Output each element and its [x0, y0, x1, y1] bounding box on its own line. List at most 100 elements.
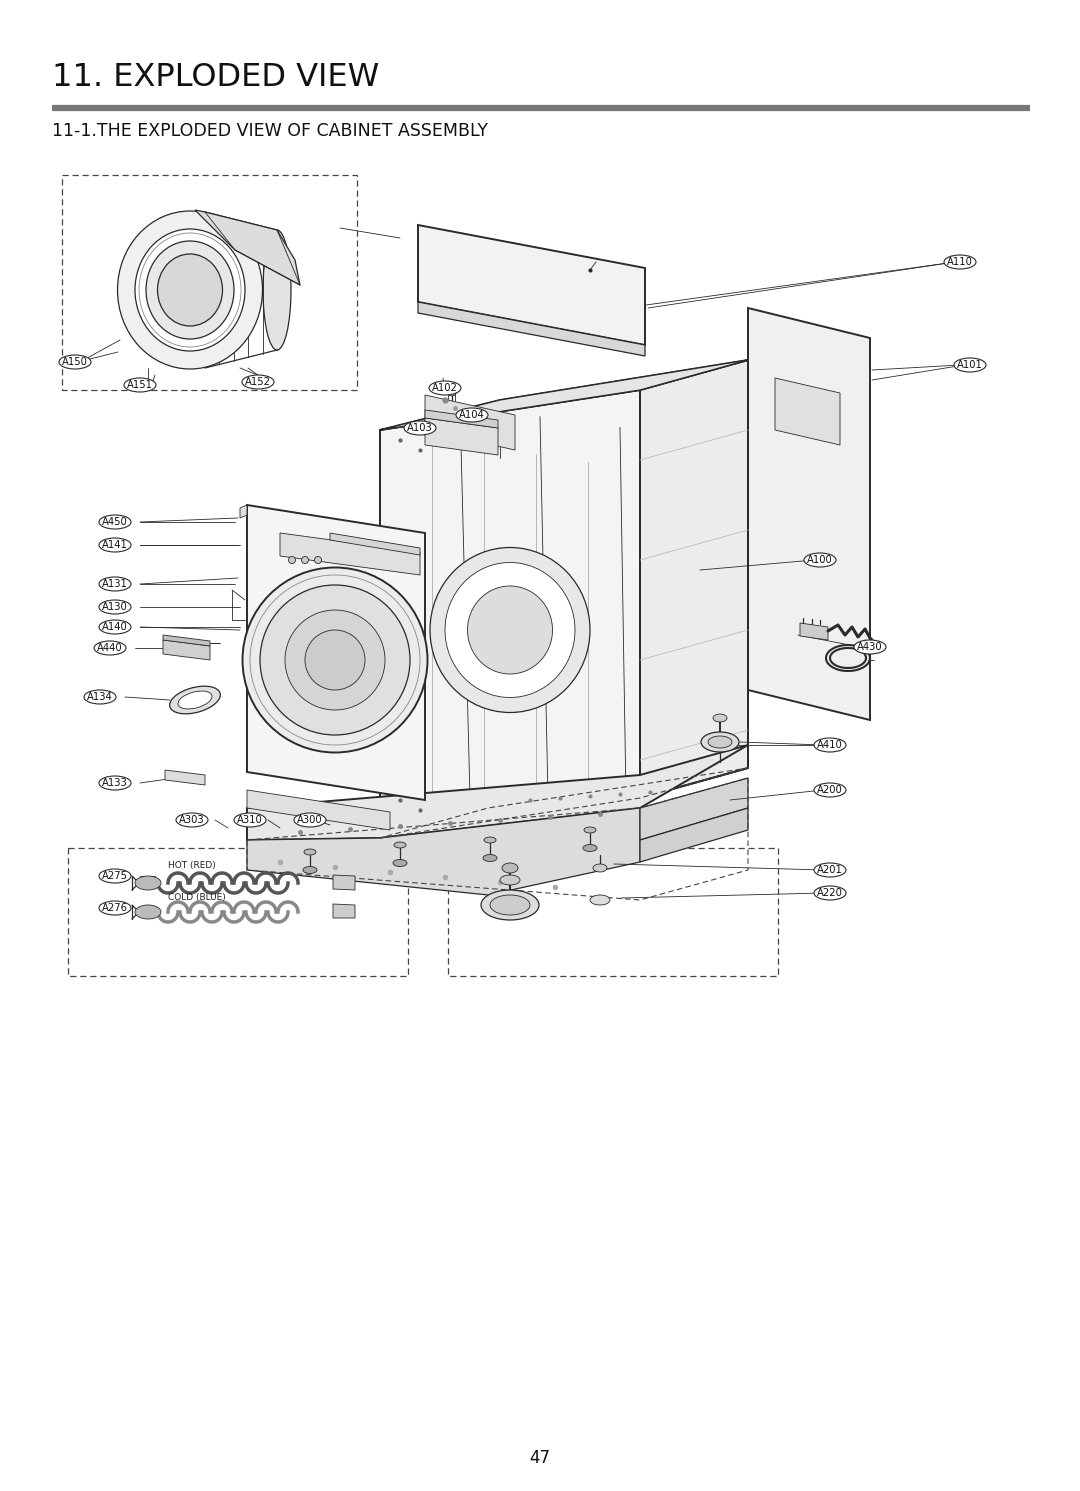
Ellipse shape — [456, 409, 488, 422]
Ellipse shape — [99, 599, 131, 614]
Text: A133: A133 — [103, 778, 127, 789]
Ellipse shape — [99, 901, 131, 915]
Ellipse shape — [146, 242, 234, 338]
Text: A440: A440 — [97, 643, 123, 653]
Ellipse shape — [99, 538, 131, 552]
Ellipse shape — [814, 863, 846, 877]
Text: A100: A100 — [807, 555, 833, 565]
Text: A134: A134 — [87, 692, 113, 702]
Ellipse shape — [135, 877, 161, 890]
Text: A102: A102 — [432, 383, 458, 394]
Ellipse shape — [502, 863, 518, 874]
Polygon shape — [163, 640, 210, 661]
Bar — [448, 848, 778, 977]
Text: 11. EXPLODED VIEW: 11. EXPLODED VIEW — [52, 63, 379, 92]
Text: A300: A300 — [297, 816, 323, 825]
Bar — [62, 174, 357, 391]
Polygon shape — [163, 635, 210, 646]
Text: HOT (RED): HOT (RED) — [168, 860, 216, 871]
Ellipse shape — [243, 568, 428, 753]
Bar — [68, 848, 408, 977]
Polygon shape — [426, 410, 498, 428]
Polygon shape — [748, 309, 870, 720]
Polygon shape — [247, 746, 748, 839]
Ellipse shape — [99, 775, 131, 790]
Ellipse shape — [708, 737, 732, 748]
Polygon shape — [195, 210, 300, 285]
Ellipse shape — [814, 886, 846, 901]
Ellipse shape — [301, 556, 309, 564]
Ellipse shape — [242, 376, 274, 389]
Text: A150: A150 — [62, 356, 87, 367]
Polygon shape — [426, 417, 498, 455]
Ellipse shape — [234, 813, 266, 828]
Polygon shape — [247, 790, 390, 830]
Ellipse shape — [584, 828, 596, 833]
Ellipse shape — [713, 714, 727, 722]
Polygon shape — [380, 359, 748, 429]
Text: A310: A310 — [238, 816, 262, 825]
Ellipse shape — [445, 562, 575, 698]
Polygon shape — [418, 303, 645, 356]
Text: A151: A151 — [127, 380, 153, 391]
Ellipse shape — [99, 514, 131, 529]
Polygon shape — [333, 875, 355, 890]
Ellipse shape — [483, 854, 497, 862]
Ellipse shape — [59, 355, 91, 368]
Text: A220: A220 — [818, 889, 842, 898]
Ellipse shape — [701, 732, 739, 751]
Ellipse shape — [94, 641, 126, 655]
Ellipse shape — [393, 859, 407, 866]
Text: A303: A303 — [179, 816, 205, 825]
Ellipse shape — [99, 620, 131, 634]
Text: 47: 47 — [529, 1449, 551, 1467]
Ellipse shape — [264, 230, 291, 350]
Text: A430: A430 — [858, 643, 882, 652]
Ellipse shape — [404, 420, 436, 435]
Ellipse shape — [583, 844, 597, 851]
Ellipse shape — [500, 875, 519, 886]
Ellipse shape — [430, 547, 590, 713]
Ellipse shape — [394, 842, 406, 848]
Ellipse shape — [99, 577, 131, 590]
Ellipse shape — [814, 783, 846, 798]
Polygon shape — [165, 769, 205, 784]
Ellipse shape — [854, 640, 886, 655]
Text: A152: A152 — [245, 377, 271, 388]
Text: A101: A101 — [957, 359, 983, 370]
Ellipse shape — [590, 895, 610, 905]
Text: A131: A131 — [103, 579, 127, 589]
Ellipse shape — [176, 813, 208, 828]
Polygon shape — [418, 225, 645, 344]
Ellipse shape — [285, 610, 384, 710]
Polygon shape — [640, 778, 748, 839]
Ellipse shape — [954, 358, 986, 371]
Text: A104: A104 — [459, 410, 485, 420]
Polygon shape — [380, 391, 640, 838]
Text: A110: A110 — [947, 256, 973, 267]
Ellipse shape — [84, 690, 116, 704]
Text: A141: A141 — [103, 540, 127, 550]
Ellipse shape — [303, 866, 318, 874]
Ellipse shape — [593, 863, 607, 872]
Ellipse shape — [124, 379, 156, 392]
Text: A275: A275 — [102, 871, 129, 881]
Polygon shape — [640, 808, 748, 862]
Polygon shape — [247, 505, 426, 801]
Ellipse shape — [448, 391, 456, 397]
Text: 11-1.THE EXPLODED VIEW OF CABINET ASSEMBLY: 11-1.THE EXPLODED VIEW OF CABINET ASSEMB… — [52, 122, 488, 140]
Text: A450: A450 — [103, 517, 127, 526]
Ellipse shape — [484, 836, 496, 842]
Text: A130: A130 — [103, 602, 127, 611]
Ellipse shape — [135, 230, 245, 350]
Ellipse shape — [178, 690, 212, 708]
Text: A103: A103 — [407, 423, 433, 432]
Polygon shape — [775, 379, 840, 444]
Ellipse shape — [481, 890, 539, 920]
Ellipse shape — [294, 813, 326, 828]
Ellipse shape — [490, 895, 530, 915]
Ellipse shape — [429, 382, 461, 395]
Polygon shape — [333, 904, 355, 918]
Polygon shape — [280, 532, 420, 576]
Ellipse shape — [804, 553, 836, 567]
